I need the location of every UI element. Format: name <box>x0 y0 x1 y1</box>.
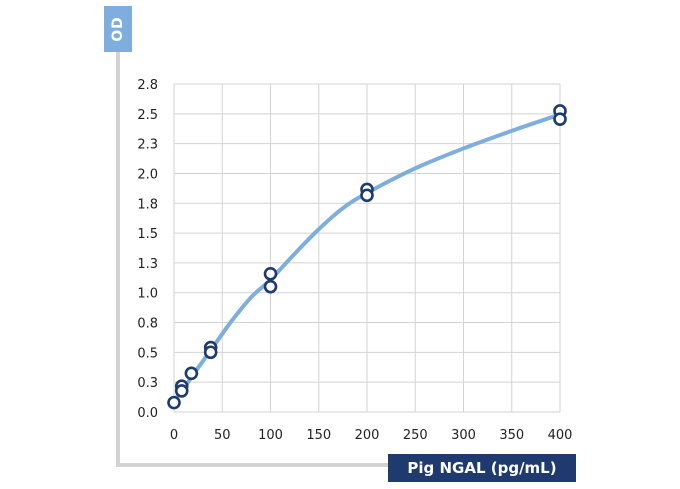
y-tick-label: 0.8 <box>137 317 158 332</box>
y-tick-label: 2.8 <box>137 78 158 93</box>
y-tick-label: 1.3 <box>137 257 158 272</box>
data-point <box>167 395 181 410</box>
y-tick-label: 2.5 <box>137 108 158 123</box>
data-point <box>184 366 199 381</box>
data-point <box>263 279 278 294</box>
y-tick-label: 1.8 <box>137 197 158 212</box>
y-tick-label: 1.5 <box>137 227 158 242</box>
x-tick-label: 0 <box>170 428 178 443</box>
x-axis-label: Pig NGAL (pg/mL) <box>407 459 557 477</box>
y-axis-label: OD <box>110 16 126 42</box>
x-tick-label: 400 <box>548 428 573 443</box>
data-point <box>263 266 278 281</box>
y-axis-label-box: OD <box>104 6 132 52</box>
y-tick-label: 2.0 <box>137 167 158 182</box>
x-tick-label: 200 <box>355 428 380 443</box>
fit-curve <box>172 112 562 403</box>
x-tick-label: 350 <box>499 428 524 443</box>
data-point <box>203 345 218 360</box>
y-tick-label: 2.3 <box>137 138 158 153</box>
data-point <box>174 384 189 398</box>
x-tick-label: 100 <box>258 428 283 443</box>
y-tick-label: 1.0 <box>137 287 158 302</box>
y-tick-label: 0.3 <box>137 376 158 391</box>
outer-frame <box>116 52 388 467</box>
data-point <box>360 188 374 203</box>
x-tick-label: 150 <box>306 428 331 443</box>
x-axis-label-box: Pig NGAL (pg/mL) <box>388 454 576 482</box>
y-tick-label: 0.0 <box>137 406 158 421</box>
y-tick-label: 0.5 <box>137 346 158 361</box>
x-tick-label: 300 <box>451 428 476 443</box>
x-tick-label: 50 <box>214 428 231 443</box>
x-tick-label: 250 <box>403 428 428 443</box>
data-point <box>553 112 567 126</box>
